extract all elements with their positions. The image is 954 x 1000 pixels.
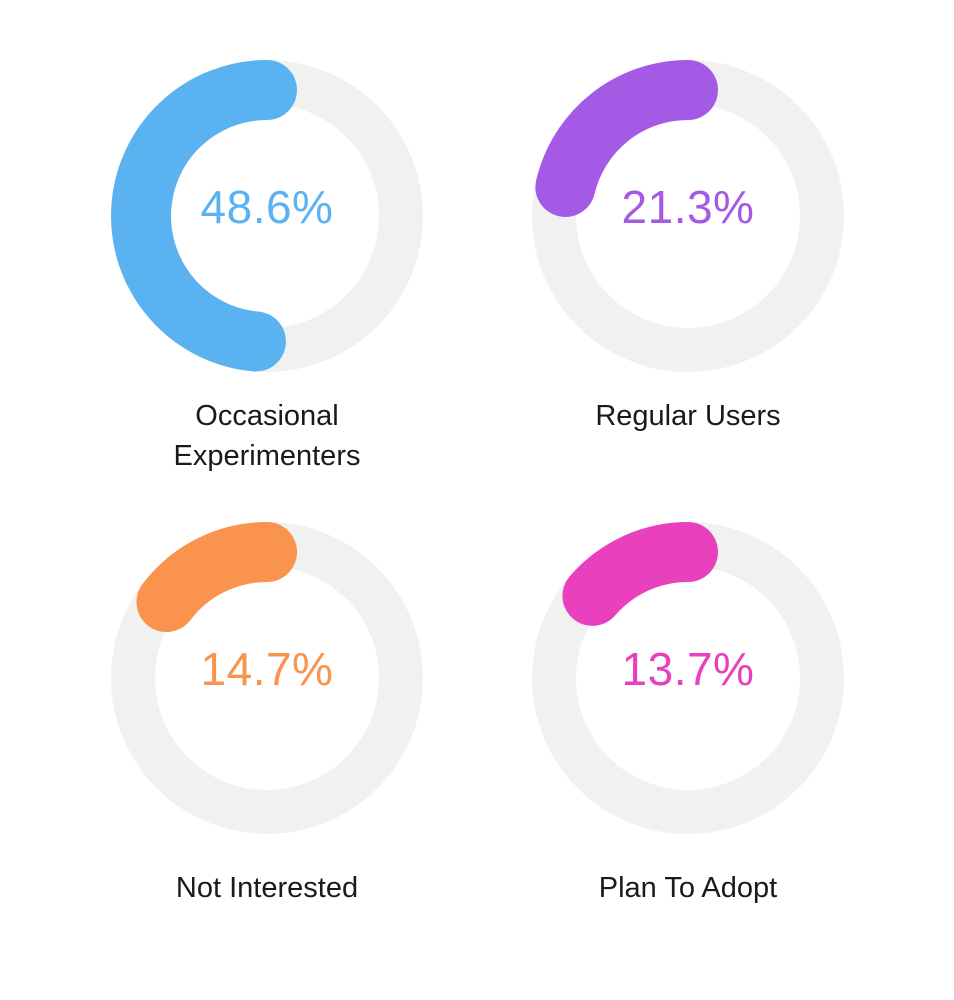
chart-label-plan-to-adopt: Plan To Adopt	[598, 872, 778, 904]
donut-arc	[562, 522, 718, 626]
chart-label-not-interested: Not Interested	[175, 872, 359, 904]
donut-arc	[535, 60, 718, 217]
donut-svg	[532, 60, 844, 372]
donut-chart-occasional-experimenters: 48.6%	[107, 56, 427, 376]
chart-label-regular-users: Regular Users	[595, 400, 781, 432]
percent-value: 14.7%	[200, 643, 334, 695]
donut-arc	[111, 60, 297, 372]
donut-svg	[111, 60, 423, 372]
percent-value: 48.6%	[200, 181, 334, 233]
donut-svg	[111, 522, 423, 834]
chart-label-occasional-experimenters: Occasional Experimenters	[173, 400, 361, 472]
donut-arc	[136, 522, 297, 633]
donut-chart-not-interested: 14.7%	[107, 518, 427, 838]
donut-chart-regular-users: 21.3%	[528, 56, 848, 376]
percent-value: 13.7%	[621, 643, 755, 695]
donut-chart-plan-to-adopt: 13.7%	[528, 518, 848, 838]
percent-value: 21.3%	[621, 181, 755, 233]
donut-svg	[532, 522, 844, 834]
